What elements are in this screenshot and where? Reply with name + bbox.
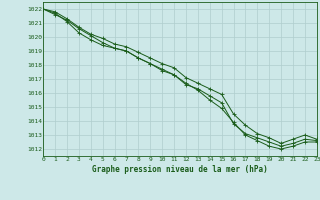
X-axis label: Graphe pression niveau de la mer (hPa): Graphe pression niveau de la mer (hPa) <box>92 165 268 174</box>
